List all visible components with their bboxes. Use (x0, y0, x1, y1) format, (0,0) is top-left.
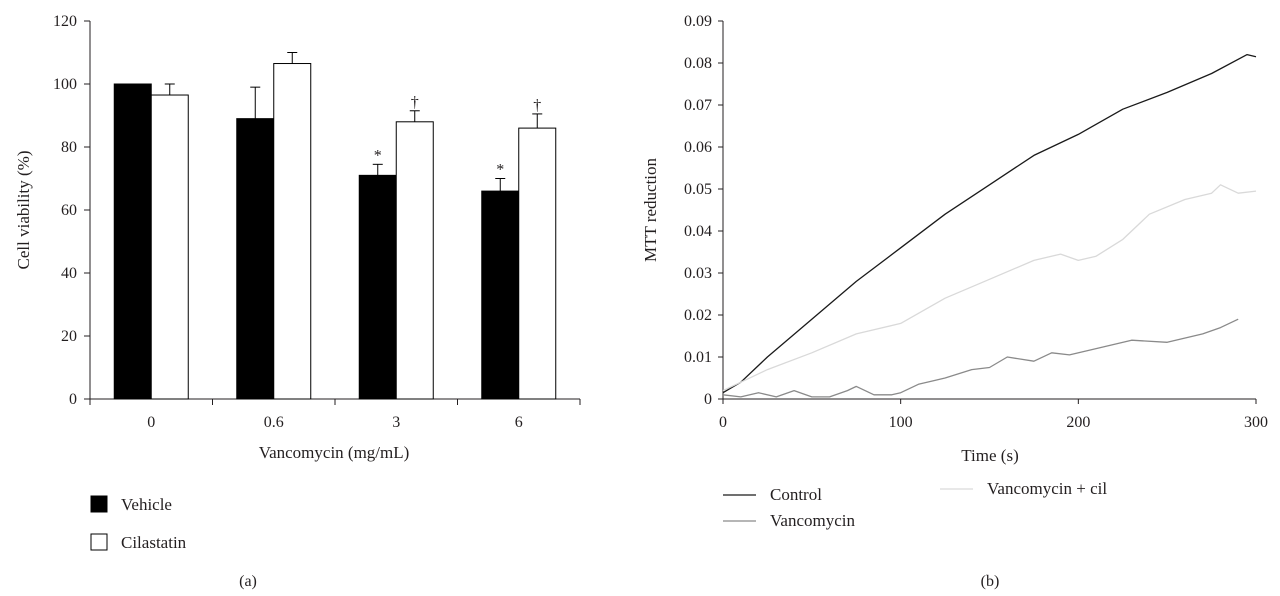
y-tick-label: 0 (704, 391, 712, 408)
y-tick-label: 0.07 (684, 97, 712, 114)
bar-vehicle (113, 83, 152, 400)
legend-label: Cilastatin (121, 533, 187, 552)
significance-marker: * (496, 162, 504, 179)
bar-cilastatin (518, 127, 557, 400)
bar-cilastatin (395, 121, 434, 400)
legend-label: Vehicle (121, 495, 172, 514)
y-tick-label: 0.02 (684, 307, 712, 324)
x-tick-label: 6 (515, 414, 523, 431)
x-axis-title: Time (s) (961, 446, 1018, 465)
line-group (722, 53, 1257, 398)
y-axis-title: MTT reduction (641, 157, 660, 262)
y-tick-label: 0.09 (684, 13, 712, 30)
bar-vehicle (481, 190, 520, 400)
significance-marker: † (411, 94, 419, 111)
y-tick-label: 40 (61, 265, 77, 282)
y-tick-label: 0.04 (684, 223, 712, 240)
y-tick-label: 60 (61, 202, 77, 219)
x-tick-label: 100 (889, 414, 913, 431)
bar-vehicle (236, 118, 275, 400)
y-tick-label: 0 (69, 391, 77, 408)
y-tick-label: 0.03 (684, 265, 712, 282)
legend-swatch (90, 495, 108, 513)
y-axis-title: Cell viability (%) (14, 151, 33, 270)
bar-chart-panel: * † * † 0 0.6 3 6 0 20 40 60 80 100 120 Vancomycin (… (14, 13, 581, 590)
x-tick-label: 0.6 (264, 414, 284, 431)
significance-marker: † (533, 97, 541, 114)
x-axis-title: Vancomycin (mg/mL) (259, 443, 410, 462)
y-tick-label: 100 (53, 76, 77, 93)
panel-label-a: (a) (239, 573, 257, 590)
line-chart-panel: 0 100 200 300 0 0.01 0.02 0.03 0.04 0.05 0.06 0.07… (641, 13, 1268, 590)
x-tick-label: 3 (392, 414, 400, 431)
line-chart-axes (718, 20, 1257, 404)
y-tick-labels: 0 0.01 0.02 0.03 0.04 0.05 0.06 0.07 0.08 0.09 (684, 13, 712, 408)
y-tick-label: 20 (61, 328, 77, 345)
x-tick-label: 0 (147, 414, 155, 431)
bar-cilastatin (150, 94, 189, 400)
y-tick-label: 80 (61, 139, 77, 156)
panel-label-b: (b) (981, 573, 1000, 590)
bar-chart-legend: Vehicle Cilastatin (90, 495, 187, 552)
legend-label: Vancomycin (770, 511, 855, 530)
y-tick-label: 0.06 (684, 139, 712, 156)
bar-vehicle (358, 174, 397, 400)
x-tick-label: 0 (719, 414, 727, 431)
significance-marker: * (374, 147, 382, 164)
y-tick-labels: 0 20 40 60 80 100 120 (53, 13, 77, 408)
x-tick-label: 200 (1066, 414, 1090, 431)
series-line-vancomycin (722, 318, 1239, 398)
legend-label: Control (770, 485, 822, 504)
legend-swatch (90, 533, 108, 551)
series-line-vancomycin-cil (722, 184, 1257, 392)
y-tick-label: 0.05 (684, 181, 712, 198)
y-tick-label: 0.01 (684, 349, 712, 366)
series-line-control (722, 53, 1257, 394)
x-tick-labels: 0 100 200 300 (719, 414, 1268, 431)
bar-group: * † * † (113, 52, 557, 400)
legend-label: Vancomycin + cil (987, 479, 1107, 498)
bar-cilastatin (273, 63, 312, 400)
x-tick-label: 300 (1244, 414, 1268, 431)
line-chart-legend: Control Vancomycin Vancomycin + cil (723, 479, 1107, 530)
x-tick-labels: 0 0.6 3 6 (147, 414, 523, 431)
y-tick-label: 0.08 (684, 55, 712, 72)
y-tick-label: 120 (53, 13, 77, 30)
